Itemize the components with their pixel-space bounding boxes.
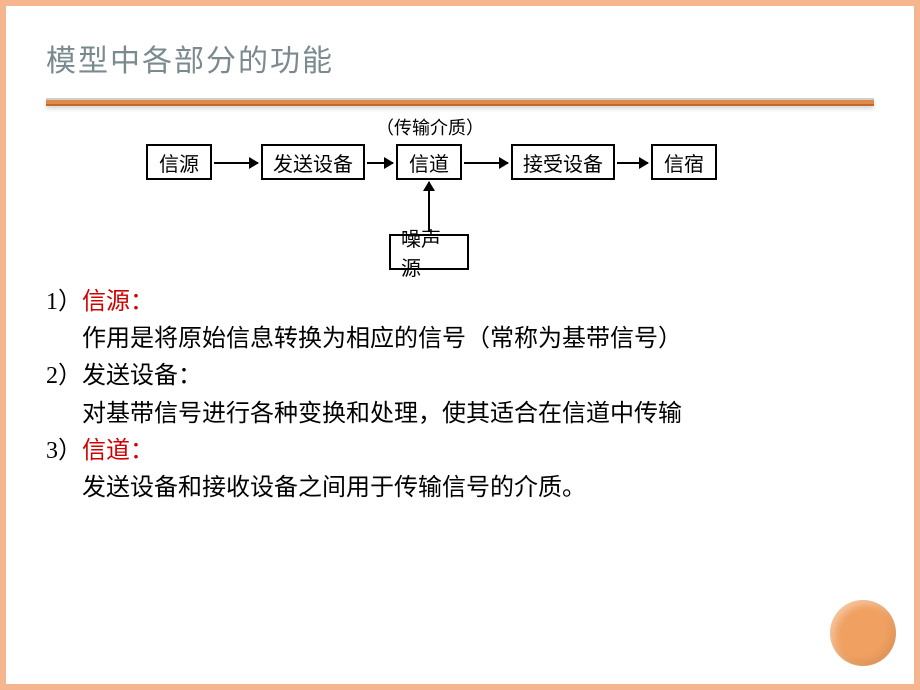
arrow-4 (617, 162, 648, 164)
item-1: 1）信源： 作用是将原始信息转换为相应的信号（常称为基带信号） (46, 284, 874, 358)
item-2-colon: ： (178, 363, 202, 389)
arrow-3 (464, 162, 508, 164)
box-noise: 噪声源 (389, 234, 469, 270)
item-1-term: 信源 (82, 289, 130, 315)
arrow-2 (367, 162, 393, 164)
item-3-colon: ： (130, 438, 154, 464)
arrow-noise (428, 182, 430, 232)
item-2: 2）发送设备： 对基带信号进行各种变换和处理，使其适合在信道中传输 (46, 358, 874, 432)
box-rx: 接受设备 (511, 144, 615, 180)
item-2-term: 发送设备 (82, 363, 178, 389)
slide-title: 模型中各部分的功能 (46, 36, 874, 80)
item-2-desc: 对基带信号进行各种变换和处理，使其适合在信道中传输 (46, 396, 874, 433)
box-source: 信源 (146, 144, 212, 180)
flow-diagram: （传输介质） 信源 发送设备 信道 接受设备 信宿 噪声源 (46, 114, 874, 284)
item-1-colon: ： (130, 289, 154, 315)
item-2-num: 2） (46, 363, 82, 389)
item-3-desc: 发送设备和接收设备之间用于传输信号的介质。 (46, 470, 874, 507)
decorative-circle (830, 600, 896, 666)
item-3-term: 信道 (82, 438, 130, 464)
slide: 模型中各部分的功能 （传输介质） 信源 发送设备 信道 接受设备 信宿 噪声源 … (6, 6, 914, 684)
box-channel: 信道 (396, 144, 462, 180)
item-3: 3）信道： 发送设备和接收设备之间用于传输信号的介质。 (46, 433, 874, 507)
item-3-num: 3） (46, 438, 82, 464)
arrow-1 (214, 162, 258, 164)
diagram-top-label: （传输介质） (376, 114, 484, 140)
content-list: 1）信源： 作用是将原始信息转换为相应的信号（常称为基带信号） 2）发送设备： … (46, 284, 874, 507)
divider-bar (46, 98, 874, 106)
box-sink: 信宿 (651, 144, 717, 180)
box-tx: 发送设备 (261, 144, 365, 180)
item-1-desc: 作用是将原始信息转换为相应的信号（常称为基带信号） (46, 321, 874, 358)
item-1-num: 1） (46, 289, 82, 315)
